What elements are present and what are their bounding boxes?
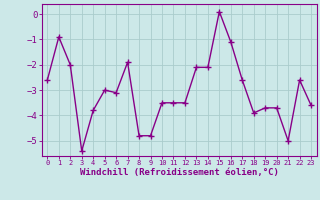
X-axis label: Windchill (Refroidissement éolien,°C): Windchill (Refroidissement éolien,°C) [80, 168, 279, 177]
